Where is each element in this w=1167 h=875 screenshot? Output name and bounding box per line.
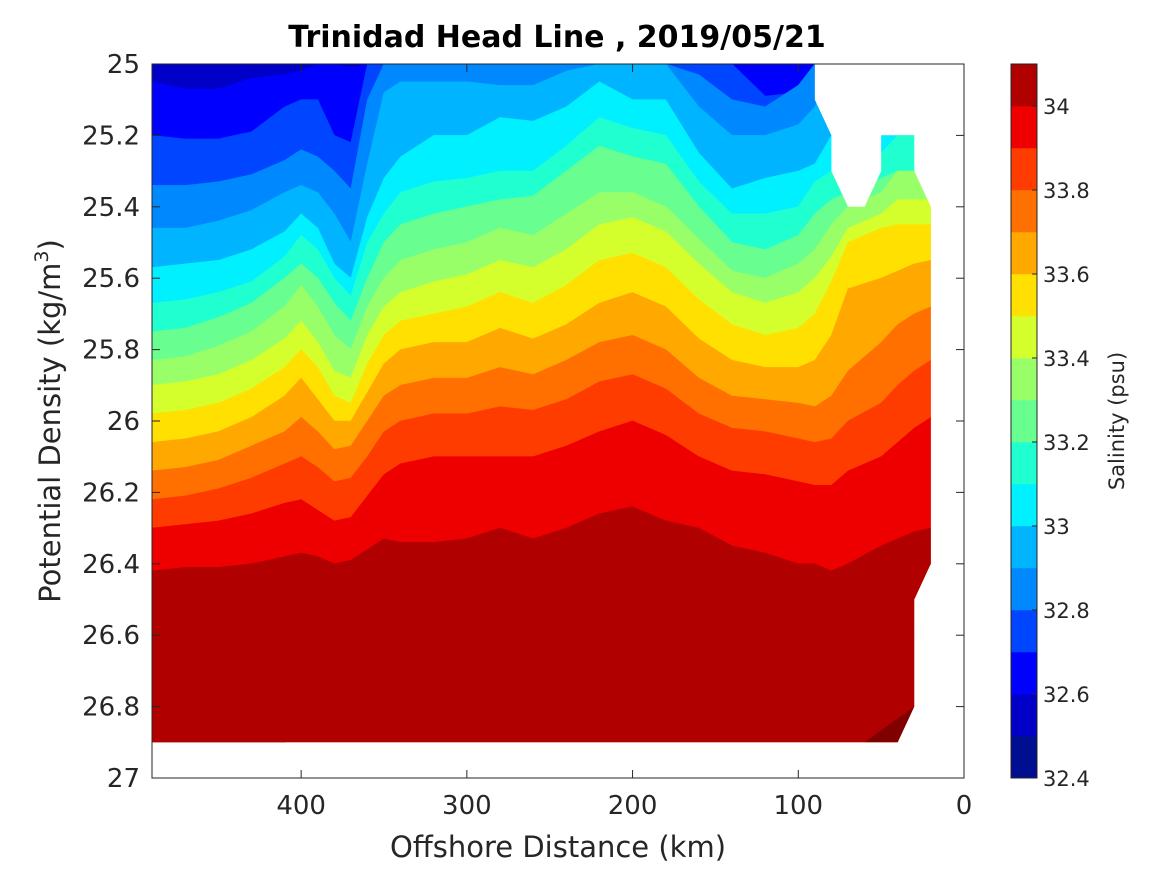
y-tick-label: 26.8 bbox=[82, 693, 140, 723]
y-axis-ticks: 25 25.2 25.4 25.6 25.8 26 26.2 26.4 26.6 26.8 27 bbox=[82, 50, 964, 794]
colorbar-swatch bbox=[1010, 63, 1038, 107]
x-tick-label: 200 bbox=[608, 791, 658, 821]
colorbar-tick-label: 33.6 bbox=[1043, 263, 1090, 287]
x-tick-label: 300 bbox=[442, 791, 492, 821]
colorbar-tick-label: 33.8 bbox=[1043, 179, 1090, 203]
y-tick-label: 25 bbox=[107, 50, 140, 80]
y-axis-label-sup: 3 bbox=[31, 250, 53, 262]
y-tick-label: 26 bbox=[107, 407, 140, 437]
colorbar-swatch bbox=[1010, 441, 1038, 485]
contour-band bbox=[864, 706, 915, 743]
contour-bands bbox=[152, 64, 931, 743]
colorbar-swatch bbox=[1010, 231, 1038, 275]
colorbar-swatch bbox=[1010, 315, 1038, 359]
colorbar-swatch bbox=[1010, 525, 1038, 569]
colorbar-swatch bbox=[1010, 399, 1038, 443]
colorbar: 32.4 32.6 32.8 33 33.2 33.4 33.6 33.8 34 bbox=[1010, 63, 1090, 791]
colorbar-swatch bbox=[1010, 273, 1038, 317]
x-axis-ticks: 400 300 200 100 0 bbox=[276, 64, 972, 821]
colorbar-swatch bbox=[1010, 567, 1038, 611]
x-tick-label: 0 bbox=[956, 791, 973, 821]
y-axis-label-main: Potential Density (kg/m bbox=[33, 263, 67, 603]
colorbar-tick-label: 32.6 bbox=[1043, 683, 1090, 707]
colorbar-swatch bbox=[1010, 357, 1038, 401]
contour-band bbox=[152, 64, 931, 90]
colorbar-swatch bbox=[1010, 147, 1038, 191]
colorbar-tick-label: 34 bbox=[1043, 95, 1070, 119]
y-tick-label: 25.8 bbox=[82, 336, 140, 366]
colorbar-swatch bbox=[1010, 693, 1038, 737]
y-tick-label: 26.6 bbox=[82, 621, 140, 651]
y-tick-label: 25.4 bbox=[82, 193, 140, 223]
colorbar-swatch bbox=[1010, 651, 1038, 695]
colorbar-tick-label: 32.8 bbox=[1043, 599, 1090, 623]
chart-title: Trinidad Head Line , 2019/05/21 bbox=[288, 20, 825, 55]
colorbar-tick-label: 32.4 bbox=[1043, 767, 1090, 791]
colorbar-tick-label: 33.4 bbox=[1043, 347, 1090, 371]
y-axis-label: Potential Density (kg/m3) bbox=[31, 239, 67, 603]
contour-band bbox=[152, 64, 931, 143]
y-tick-label: 26.4 bbox=[82, 550, 140, 580]
colorbar-tick-label: 33.2 bbox=[1043, 431, 1090, 455]
x-tick-label: 100 bbox=[773, 791, 823, 821]
colorbar-label: Salinity (psu) bbox=[1105, 352, 1129, 490]
colorbar-tick-label: 33 bbox=[1043, 515, 1070, 539]
colorbar-frame bbox=[1010, 63, 1038, 779]
y-tick-label: 25.6 bbox=[82, 264, 140, 294]
colorbar-swatch bbox=[1010, 609, 1038, 653]
y-axis-label-end: ) bbox=[33, 239, 67, 250]
colorbar-swatch bbox=[1010, 735, 1038, 779]
y-tick-label: 26.2 bbox=[82, 478, 140, 508]
x-axis-label: Offshore Distance (km) bbox=[390, 830, 726, 864]
colorbar-swatch bbox=[1010, 105, 1038, 149]
colorbar-swatch bbox=[1010, 189, 1038, 233]
y-tick-label: 25.2 bbox=[82, 121, 140, 151]
y-tick-label: 27 bbox=[107, 764, 140, 794]
x-tick-label: 400 bbox=[276, 791, 326, 821]
colorbar-swatch bbox=[1010, 483, 1038, 527]
